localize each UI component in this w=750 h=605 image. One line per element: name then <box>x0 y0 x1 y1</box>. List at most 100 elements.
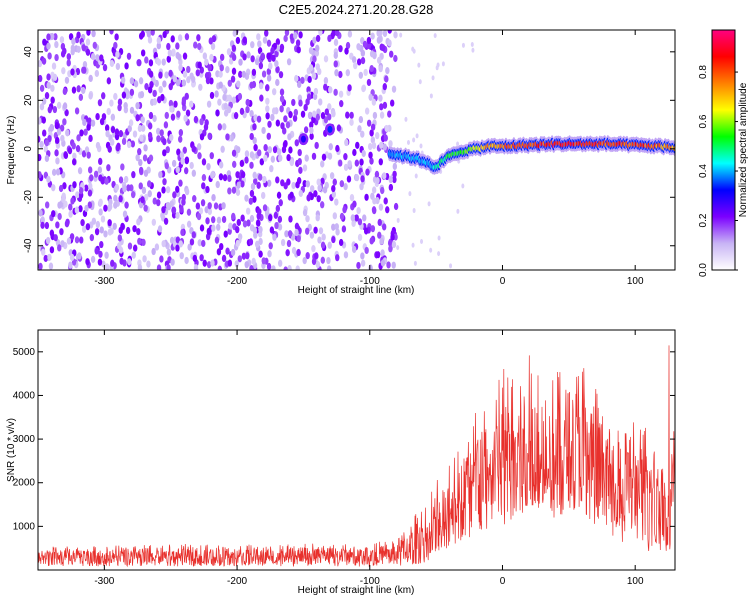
spectrogram-noise-cell <box>120 76 126 84</box>
spectrogram-noise-cell <box>156 191 162 199</box>
spectrogram-noise-cell <box>236 80 241 88</box>
spectrogram-noise-cell <box>68 210 73 218</box>
spectrogram-noise-cell <box>269 226 275 234</box>
spectrogram-noise-cell <box>363 68 368 77</box>
spectrogram-noise-cell <box>370 136 376 144</box>
spectrogram-noise-cell <box>347 84 352 92</box>
spectrogram-noise-cell <box>180 228 185 237</box>
spectrogram-noise-cell <box>177 34 183 42</box>
spectrogram-noise-cell <box>39 84 45 92</box>
spectrogram-noise-cell <box>187 243 192 251</box>
spectrogram-noise-cell <box>257 208 262 216</box>
spectrogram-noise-cell <box>323 116 329 124</box>
spectrogram-noise-cell <box>169 133 174 142</box>
spectrogram-noise-cell <box>323 76 329 85</box>
spectrogram-noise-cell <box>331 223 336 231</box>
spectrogram-noise-cell <box>170 113 176 121</box>
spectrogram-noise-cell <box>237 255 243 263</box>
spectrogram-noise-cell <box>129 106 135 114</box>
spectrogram-noise-cell <box>89 234 95 242</box>
spectrogram-noise-cell <box>112 222 117 230</box>
spectrogram-noise-cell <box>294 228 299 237</box>
spectrogram-noise-cell <box>142 255 147 263</box>
spectrogram-noise-cell <box>433 33 437 39</box>
spectrogram-noise-cell <box>360 57 366 65</box>
spectrogram-noise-cell <box>81 44 86 52</box>
spectrogram-noise-cell <box>291 246 297 255</box>
spectrogram-noise-cell <box>413 260 417 266</box>
spectrogram-noise-cell <box>303 126 309 134</box>
spectrogram-noise-cell <box>166 248 172 256</box>
spectrogram-noise-cell <box>253 114 258 122</box>
spectrogram-noise-cell <box>124 62 129 70</box>
spectrogram-noise-cell <box>244 194 249 202</box>
spectrogram-noise-cell <box>343 163 349 171</box>
spectrogram-noise-cell <box>177 53 182 61</box>
spectrogram-noise-cell <box>315 260 321 269</box>
spectrogram-noise-cell <box>222 123 227 131</box>
spectrogram-noise-cell <box>54 122 60 130</box>
spectrogram-noise-cell <box>164 162 169 170</box>
spectrogram-noise-cell <box>261 257 266 265</box>
spectrogram-noise-cell <box>114 183 120 192</box>
spectrogram-noise-cell <box>336 124 342 132</box>
spectrogram-noise-cell <box>324 108 330 116</box>
spectrogram-noise-cell <box>203 123 209 131</box>
spectrogram-noise-cell <box>60 240 65 248</box>
spectrogram-noise-cell <box>168 69 173 77</box>
spectrogram-noise-cell <box>298 189 304 198</box>
snr-y-tick-label: 2000 <box>13 478 36 489</box>
spectrogram-noise-cell <box>182 146 187 154</box>
spectrogram-noise-cell <box>115 50 120 59</box>
spectrogram-noise-cell <box>180 157 185 165</box>
spectrogram-noise-cell <box>54 149 59 157</box>
spectrogram-noise-cell <box>140 124 146 132</box>
spectrogram-noise-cell <box>214 90 219 98</box>
spectrogram-noise-cell <box>306 194 311 202</box>
spectrogram-noise-cell <box>119 257 124 265</box>
spectrogram-noise-cell <box>129 88 135 96</box>
spectrogram-noise-cell <box>132 225 137 233</box>
spectrogram-noise-cell <box>292 114 298 122</box>
spectrogram-noise-cell <box>326 256 331 265</box>
spectrogram-noise-cell <box>360 175 365 183</box>
colorbar-frame <box>711 29 736 271</box>
spectrogram-noise-cell <box>341 225 347 233</box>
spectrogram-noise-cell <box>349 194 355 202</box>
spectrogram-noise-cell <box>217 123 223 131</box>
spectrogram-noise-cell <box>183 167 189 175</box>
colorbar-ticks: 0.0 0.2 0.4 0.6 0.8 <box>698 65 738 277</box>
spectrogram-noise-cell <box>461 42 465 48</box>
spectrogram-noise-cell <box>275 119 281 127</box>
spectrogram-noise-cell <box>235 226 240 234</box>
snr-y-tick-label: 3000 <box>13 434 36 445</box>
spectrogram-noise-cell <box>202 52 208 60</box>
spectrogram-noise-cell <box>342 206 347 214</box>
spectrogram-noise-cell <box>196 143 202 151</box>
spectrogram-noise-cell <box>364 193 369 201</box>
spectrogram-noise-cell <box>412 208 416 214</box>
spectrogram-noise-cell <box>344 138 349 147</box>
spectrogram-noise-cell <box>408 191 412 197</box>
spectrogram-noise-cell <box>143 204 148 212</box>
spectrogram-noise-cell <box>378 94 383 102</box>
spectrogram-noise-cell <box>57 244 62 252</box>
spectrogram-noise-cell <box>161 58 166 66</box>
spectrogram-noise-cell <box>259 94 264 102</box>
spectrogram-noise-cell <box>378 65 383 73</box>
colorbar-tick-label: 0.6 <box>698 114 709 128</box>
spectrogram-noise-cell <box>156 42 161 50</box>
spectrogram-noise-cell <box>178 64 183 72</box>
spectrogram-noise-cell <box>85 223 91 231</box>
spectrogram-noise-cell <box>391 85 397 93</box>
spectrogram-noise-cell <box>256 181 261 189</box>
spectrogram-noise-cell <box>338 90 344 98</box>
spectrogram-noise-cell <box>65 129 70 137</box>
spectrogram-noise-cell <box>75 145 81 153</box>
spectrogram-noise-cell <box>302 209 308 217</box>
spectrogram-noise-cell <box>104 124 110 132</box>
spectrogram-noise-cell <box>162 178 167 186</box>
spectrogram-noise-cell <box>412 48 416 54</box>
spectrogram-noise-cell <box>354 214 359 222</box>
spectrogram-noise-cell <box>384 75 389 83</box>
